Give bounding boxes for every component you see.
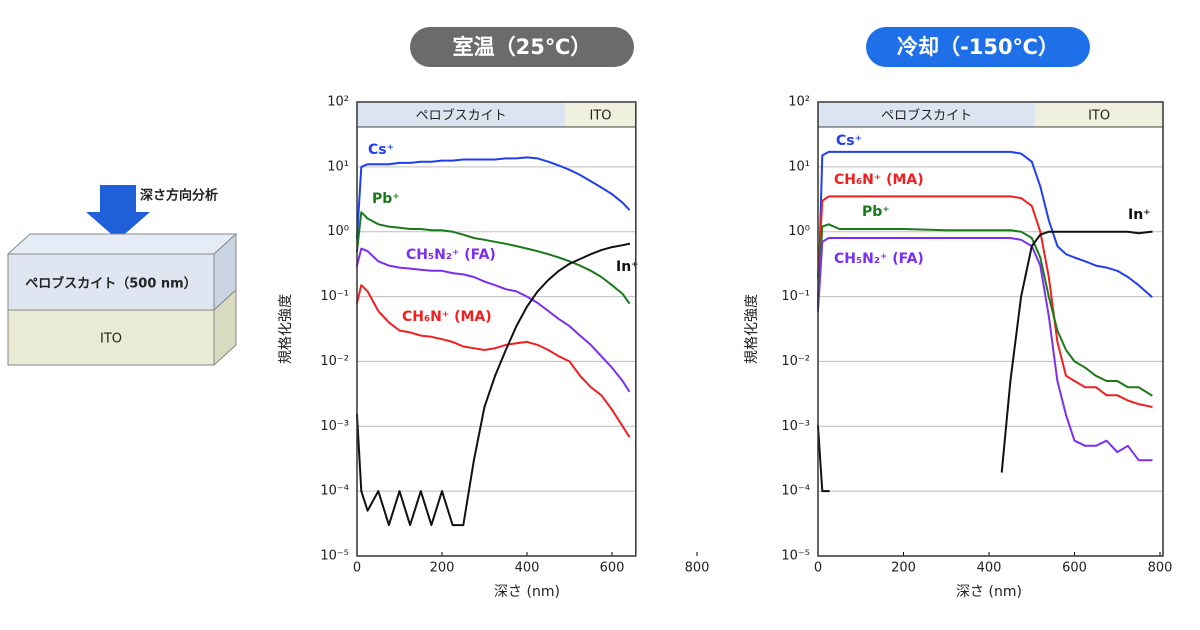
y-tick-label: 10⁻⁵: [781, 549, 810, 564]
y-tick-label: 10⁻³: [320, 419, 349, 434]
layer-label: ペロブスカイト（500 nm）: [25, 276, 196, 292]
series-line: [355, 242, 631, 527]
y-tick-label: 10⁻⁴: [781, 484, 810, 499]
y-tick-label: 10⁻⁵: [320, 549, 349, 564]
x-tick-label: 200: [430, 561, 455, 576]
region-band: [565, 103, 636, 127]
y-tick-label: 10⁻²: [320, 354, 349, 369]
series-label: CH₅N₂⁺ (FA): [834, 251, 924, 267]
y-axis-label: 規格化強度: [744, 294, 760, 364]
region-label: ITO: [590, 109, 612, 124]
chart-title: 冷却（-150℃）: [897, 35, 1059, 59]
y-axis-label: 規格化強度: [278, 294, 294, 364]
x-tick-label: 800: [685, 561, 710, 576]
x-tick-label: 600: [1062, 561, 1087, 576]
region-label: ITO: [1088, 109, 1110, 124]
chart-title: 室温（25℃）: [453, 35, 592, 59]
plot-frame: [356, 101, 637, 557]
region-band: [357, 103, 566, 127]
series-label: Cs⁺: [836, 133, 862, 149]
series-label: Pb⁺: [372, 191, 400, 207]
series-label: In⁺: [1128, 207, 1151, 223]
series-label: CH₆N⁺ (MA): [834, 172, 924, 188]
y-tick-label: 10⁻⁴: [320, 484, 349, 499]
y-tick-label: 10⁻¹: [320, 289, 349, 304]
title-pill: [866, 27, 1090, 67]
x-tick-label: 400: [515, 561, 540, 576]
region-label: ペロブスカイト: [416, 108, 507, 124]
y-tick-label: 10²: [327, 95, 349, 110]
layer-perovskite: [7, 253, 215, 311]
series-line: [355, 284, 631, 438]
chart-title-group: 室温（25℃）: [410, 27, 634, 67]
title-pill: [410, 27, 634, 67]
plot-frame: [817, 101, 1164, 557]
y-tick-label: 10⁰: [788, 224, 810, 239]
y-tick-label: 10⁰: [327, 224, 349, 239]
x-tick-label: 400: [977, 561, 1002, 576]
series-label: In⁺: [616, 259, 639, 275]
y-tick-label: 10²: [788, 95, 810, 110]
x-axis-label: 深さ (nm): [494, 584, 560, 600]
x-tick-label: 0: [814, 561, 822, 576]
series-line: [816, 230, 1153, 493]
series-label: CH₅N₂⁺ (FA): [406, 247, 496, 263]
series-label: Cs⁺: [368, 142, 394, 158]
region-band: [818, 103, 1036, 127]
region-label: ペロブスカイト: [881, 108, 972, 124]
y-tick-label: 10¹: [788, 159, 810, 174]
series-line: [816, 237, 1153, 462]
series-line: [355, 247, 631, 393]
layer-label: ITO: [100, 332, 122, 347]
box-top: [6, 233, 238, 255]
layer-ito: [7, 309, 215, 366]
series-line: [355, 156, 631, 240]
chart-title-group: 冷却（-150℃）: [866, 27, 1090, 67]
sample-diagram: 深さ方向分析 ペロブスカイト（500 nm） ITO: [6, 185, 238, 367]
plot-area: [357, 102, 636, 556]
region-band: [1035, 103, 1163, 127]
series-line: [816, 150, 1153, 308]
series-label: Pb⁺: [862, 204, 890, 220]
series-label: CH₆N⁺ (MA): [402, 309, 492, 325]
y-tick-label: 10⁻²: [781, 354, 810, 369]
y-tick-label: 10¹: [327, 159, 349, 174]
series-line: [355, 211, 631, 305]
x-tick-label: 200: [891, 561, 916, 576]
series-line: [816, 223, 1153, 397]
x-tick-label: 600: [600, 561, 625, 576]
plot-area: [818, 102, 1163, 556]
y-tick-label: 10⁻³: [781, 419, 810, 434]
x-axis-label: 深さ (nm): [956, 584, 1022, 600]
x-tick-label: 800: [1148, 561, 1173, 576]
arrow: [86, 185, 150, 240]
series-line: [816, 195, 1153, 408]
diagram-annotation: 深さ方向分析: [140, 188, 218, 204]
y-tick-label: 10⁻¹: [781, 289, 810, 304]
x-tick-label: 0: [353, 561, 361, 576]
